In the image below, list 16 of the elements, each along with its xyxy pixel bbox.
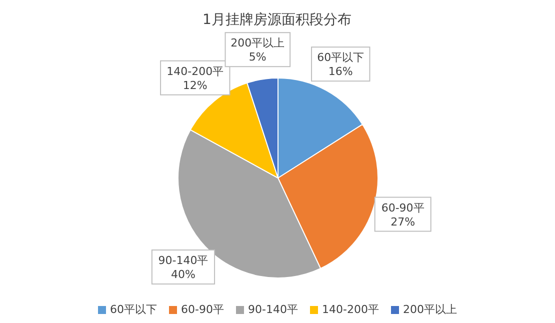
slice-label: 60-90平	[381, 201, 424, 214]
legend-label: 140-200平	[322, 302, 379, 317]
data-label: 12%	[182, 78, 208, 92]
data-label: 16%	[328, 65, 353, 78]
slice-label: 140-200平	[166, 64, 224, 78]
legend-label: 200平以上	[402, 302, 457, 317]
data-label: 5%	[248, 50, 266, 64]
slice-label: 200平以上	[230, 36, 285, 50]
slice-label: 60平以下	[317, 51, 364, 64]
legend-label: 90-140平	[248, 302, 298, 317]
slice-label: 90-140平	[158, 254, 208, 267]
legend-label: 60-90平	[181, 302, 224, 317]
legend-label: 60平以下	[110, 302, 158, 317]
data-label: 40%	[171, 268, 196, 281]
chart-title: 1月挂牌房源面积段分布	[202, 12, 352, 28]
data-label: 27%	[390, 215, 416, 228]
